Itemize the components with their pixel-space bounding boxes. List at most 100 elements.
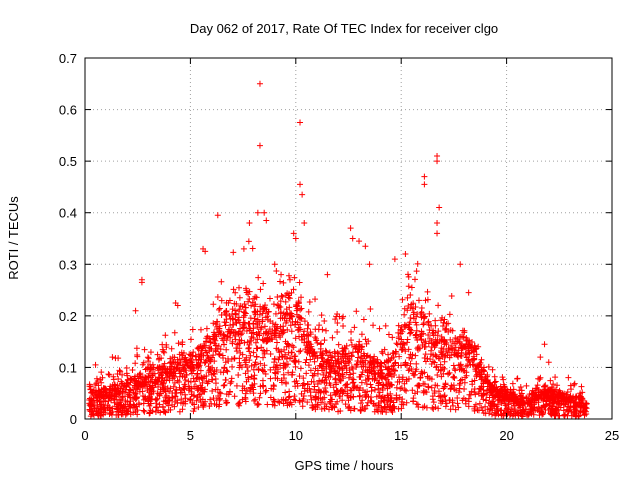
data-point bbox=[325, 373, 332, 380]
data-point bbox=[236, 400, 243, 407]
data-point bbox=[449, 399, 456, 406]
data-point bbox=[211, 368, 218, 375]
chart-title: Day 062 of 2017, Rate Of TEC Index for r… bbox=[190, 21, 498, 36]
data-point bbox=[350, 393, 357, 400]
data-point bbox=[193, 397, 200, 404]
data-point bbox=[418, 305, 425, 312]
data-point bbox=[164, 369, 171, 376]
data-point bbox=[414, 311, 421, 318]
data-point bbox=[246, 220, 253, 227]
data-point bbox=[162, 383, 169, 390]
data-point bbox=[179, 339, 186, 346]
data-point bbox=[117, 368, 124, 375]
data-point bbox=[250, 375, 257, 382]
data-point bbox=[367, 359, 374, 366]
data-point bbox=[261, 209, 268, 216]
data-point bbox=[191, 401, 198, 408]
data-point bbox=[259, 367, 266, 374]
data-point bbox=[166, 373, 173, 380]
data-point bbox=[351, 405, 358, 412]
data-point bbox=[415, 344, 422, 351]
data-point bbox=[462, 344, 469, 351]
data-point bbox=[413, 327, 420, 334]
data-point bbox=[432, 404, 439, 411]
data-point bbox=[403, 322, 410, 329]
data-point bbox=[566, 395, 573, 402]
data-point bbox=[491, 393, 498, 400]
data-point bbox=[117, 385, 124, 392]
data-point bbox=[336, 364, 343, 371]
data-point bbox=[478, 356, 485, 363]
data-point bbox=[296, 373, 303, 380]
data-point bbox=[301, 385, 308, 392]
data-point bbox=[171, 374, 178, 381]
data-point bbox=[514, 399, 521, 406]
data-point bbox=[114, 401, 121, 408]
data-point bbox=[451, 366, 458, 373]
data-point bbox=[514, 375, 521, 382]
data-point bbox=[362, 405, 369, 412]
data-point bbox=[401, 305, 408, 312]
data-point bbox=[226, 388, 233, 395]
data-point bbox=[365, 393, 372, 400]
data-point bbox=[285, 272, 292, 279]
data-point bbox=[95, 412, 102, 419]
data-point bbox=[336, 365, 343, 372]
data-point bbox=[162, 409, 169, 416]
data-point bbox=[521, 408, 528, 415]
data-point bbox=[571, 380, 578, 387]
data-point bbox=[312, 353, 319, 360]
data-point bbox=[555, 395, 561, 402]
data-point bbox=[163, 397, 170, 404]
data-point bbox=[450, 362, 457, 369]
data-point bbox=[220, 354, 227, 361]
data-point bbox=[97, 394, 104, 401]
ticks-layer: 0 5 10 15 20 25 0 0.1 0.2 0.3 0.4 0.5 0.6 0.7 bbox=[59, 51, 619, 443]
data-point bbox=[517, 384, 524, 391]
data-point bbox=[251, 315, 258, 322]
data-point bbox=[412, 368, 419, 375]
data-point bbox=[365, 375, 372, 382]
data-point bbox=[368, 384, 375, 391]
data-point bbox=[220, 369, 227, 376]
data-point bbox=[306, 343, 313, 350]
data-point bbox=[297, 365, 304, 372]
data-point bbox=[261, 350, 268, 357]
data-point bbox=[198, 374, 205, 381]
data-point bbox=[163, 377, 170, 384]
data-point bbox=[179, 373, 186, 380]
data-point bbox=[318, 399, 325, 406]
data-point bbox=[447, 406, 454, 413]
data-point bbox=[197, 382, 204, 389]
data-point bbox=[165, 402, 172, 409]
data-point bbox=[399, 346, 406, 353]
data-point bbox=[216, 323, 223, 330]
data-point bbox=[106, 403, 113, 410]
data-point bbox=[573, 393, 580, 400]
data-point bbox=[565, 408, 572, 415]
data-point bbox=[355, 349, 362, 356]
data-point bbox=[291, 358, 298, 365]
data-point bbox=[485, 379, 492, 386]
data-point bbox=[247, 388, 254, 395]
data-point bbox=[228, 378, 235, 385]
data-point bbox=[86, 383, 93, 390]
data-point bbox=[401, 311, 408, 318]
data-point bbox=[428, 384, 435, 391]
data-point bbox=[137, 375, 144, 382]
data-point bbox=[434, 152, 441, 159]
data-point bbox=[130, 375, 137, 382]
data-point bbox=[271, 383, 278, 390]
data-point bbox=[211, 400, 218, 407]
data-point bbox=[285, 349, 292, 356]
data-point bbox=[461, 385, 468, 392]
data-point bbox=[229, 363, 236, 370]
data-point bbox=[291, 274, 298, 281]
data-point bbox=[271, 332, 278, 339]
data-point bbox=[509, 413, 516, 420]
data-point bbox=[360, 316, 367, 323]
data-point bbox=[424, 288, 431, 295]
data-point bbox=[438, 338, 445, 345]
y-tick-label: 0.7 bbox=[59, 51, 77, 66]
data-point bbox=[217, 346, 224, 353]
